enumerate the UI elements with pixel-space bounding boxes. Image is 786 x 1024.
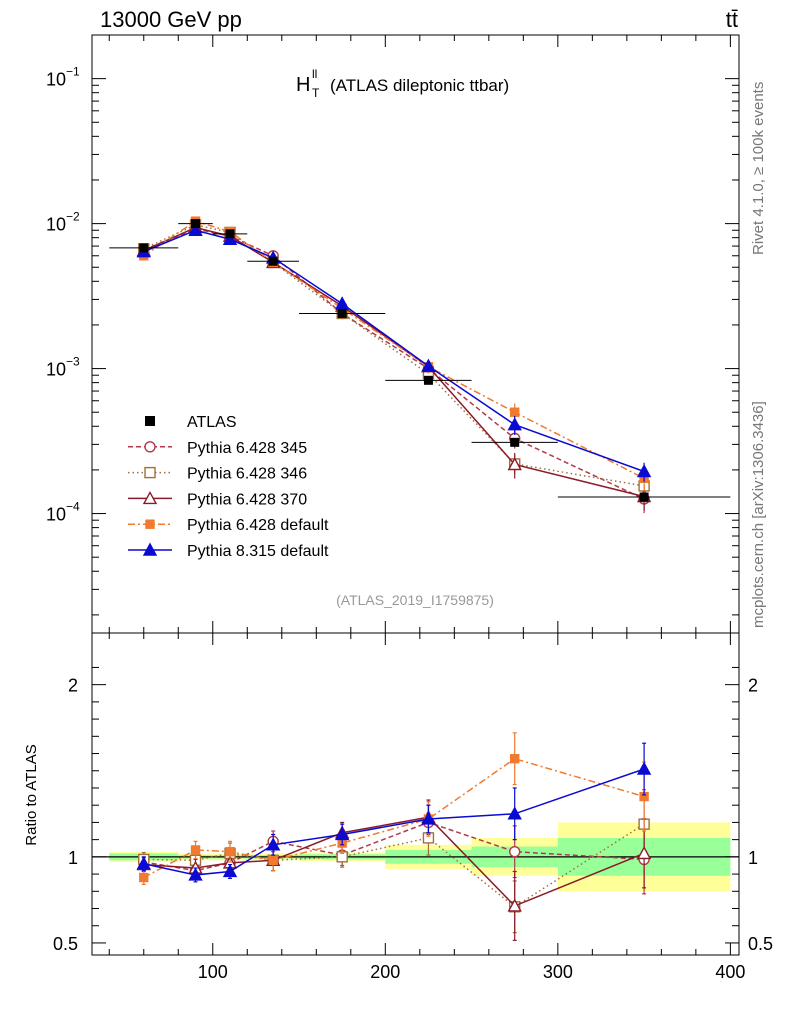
legend-marker: [145, 416, 155, 426]
x-tick-label: 400: [715, 962, 745, 982]
mcplots-label: mcplots.cern.ch [arXiv:1306.3436]: [750, 401, 767, 628]
legend-marker: [144, 441, 156, 453]
data-point: [268, 256, 278, 266]
series-point-ratio: [139, 872, 149, 883]
y-tick-exponent: −4: [66, 500, 80, 514]
series-point-main: [222, 231, 238, 245]
ratio-y-tick-label: 0.5: [53, 934, 78, 954]
series-point-ratio: [188, 867, 203, 881]
plot-title: H ll T (ATLAS dileptonic ttbar): [296, 67, 509, 100]
ratio-frame: [91, 632, 740, 956]
title-sub: T: [312, 86, 320, 100]
series-point-ratio: [507, 806, 522, 820]
title-sup: ll: [312, 67, 317, 81]
y-tick-label: 10: [46, 505, 66, 525]
series-point-ratio: [507, 898, 522, 912]
legend-label: Pythia 6.428 346: [187, 466, 307, 483]
y-tick-exponent: −2: [66, 210, 80, 224]
analysis-tag: (ATLAS_2019_I1759875): [336, 592, 494, 608]
legend-entry-0: Pythia 6.428 345: [128, 440, 307, 457]
x-tick-label: 300: [543, 962, 573, 982]
y-tick-exponent: −3: [66, 355, 80, 369]
data-point: [639, 492, 649, 502]
series-line-ratio: [143, 768, 645, 876]
data-point: [423, 375, 433, 385]
legend-marker: [145, 519, 155, 529]
title-main: H: [296, 74, 310, 96]
legend-marker: [144, 466, 156, 479]
rivet-label: Rivet 4.1.0, ≥ 100k events: [750, 82, 767, 255]
series-point-main: [188, 222, 203, 236]
legend-entry-1: Pythia 6.428 346: [128, 466, 307, 483]
data-point: [225, 229, 235, 239]
data-layer: [109, 219, 731, 502]
y-tick-label: 10: [46, 360, 66, 380]
series-point-main: [334, 296, 350, 310]
series-line-ratio: [143, 816, 645, 907]
series-4: [136, 222, 652, 883]
series-point-ratio: [265, 837, 281, 851]
series-line-main: [143, 229, 645, 473]
series-point-ratio: [268, 855, 278, 865]
y-tick-label: 10: [46, 215, 66, 235]
ratio-y-tick-label: 1: [68, 848, 78, 868]
series-point-main: [510, 407, 520, 417]
series-point-ratio: [636, 761, 652, 775]
series-point-main: [507, 457, 522, 471]
series-point-ratio: [636, 845, 652, 860]
series-point-main: [636, 464, 652, 478]
y-tick-label: 10: [46, 70, 66, 90]
data-point: [510, 437, 520, 447]
data-point: [191, 219, 201, 229]
series-point-ratio: [190, 845, 201, 855]
legend: ATLAS Pythia 6.428 345 Pythia 6.428 346 Pyt…: [128, 414, 329, 560]
ratio-y-tick-label: 2: [68, 676, 78, 696]
series-line-ratio: [143, 821, 645, 872]
legend-entry-2: Pythia 6.428 370: [128, 490, 307, 508]
ratio-y-tick-label-right: 1: [748, 848, 758, 868]
series-line-ratio: [143, 757, 645, 879]
series-point-ratio: [225, 846, 235, 857]
series-point-ratio: [421, 811, 436, 825]
header-right: tt̄: [726, 7, 738, 32]
legend-label: Pythia 6.428 default: [187, 517, 329, 534]
x-tick-label: 100: [198, 962, 228, 982]
series-line-main: [143, 226, 645, 498]
series-point-ratio: [510, 754, 520, 764]
data-point: [139, 243, 149, 253]
data-point: [337, 308, 347, 318]
series-point-ratio: [136, 856, 151, 870]
legend-entry-atlas: ATLAS: [145, 414, 237, 431]
series-point-ratio: [509, 845, 521, 858]
header-left: 13000 GeV pp: [100, 7, 242, 32]
ratio-y-tick-label-right: 0.5: [748, 934, 773, 954]
legend-entry-3: Pythia 6.428 default: [128, 517, 329, 534]
series-point-main: [421, 358, 436, 372]
legend-marker: [142, 490, 158, 505]
series-point-ratio: [334, 827, 350, 841]
legend-label: Pythia 6.428 370: [187, 491, 307, 508]
legend-entry-4: Pythia 8.315 default: [128, 542, 329, 560]
y-tick-exponent: −1: [66, 65, 80, 79]
title-rest: (ATLAS dileptonic ttbar): [330, 76, 509, 95]
legend-label: Pythia 6.428 345: [187, 440, 307, 457]
legend-marker: [142, 542, 158, 556]
ratio-y-tick-label-right: 2: [748, 676, 758, 696]
series-point-main: [507, 417, 522, 431]
ratio-y-label: Ratio to ATLAS: [23, 744, 40, 845]
legend-label: ATLAS: [187, 414, 237, 431]
series-point-ratio: [222, 864, 238, 878]
legend-label: Pythia 8.315 default: [187, 543, 329, 560]
series-line-main: [143, 228, 645, 500]
x-tick-label: 200: [370, 962, 400, 982]
